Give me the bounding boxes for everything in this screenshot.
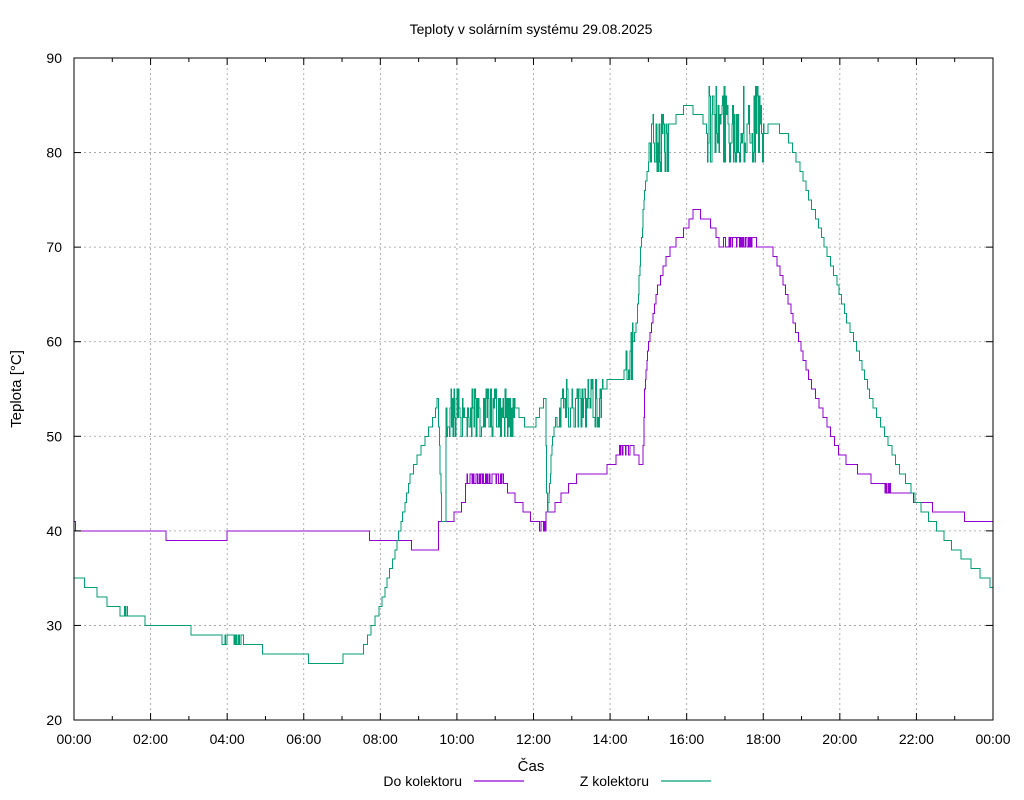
x-tick-label: 10:00 [439,731,474,747]
x-tick-label: 04:00 [210,731,245,747]
x-tick-label: 12:00 [516,731,551,747]
x-tick-label: 18:00 [746,731,781,747]
y-tick-label: 70 [46,239,62,255]
x-tick-label: 08:00 [363,731,398,747]
x-tick-label: 00:00 [56,731,91,747]
chart-title: Teploty v solárním systému 29.08.2025 [410,21,653,37]
y-tick-labels: 20 30 40 50 60 70 80 90 [46,50,62,728]
y-tick-label: 80 [46,145,62,161]
series-line-do-kolektoru [74,208,993,551]
x-tick-label: 02:00 [133,731,168,747]
y-tick-label: 60 [46,334,62,350]
y-tick-label: 40 [46,523,62,539]
axis-ticks [73,57,994,721]
legend: Do kolektoru Z kolektoru [383,773,711,789]
y-tick-label: 20 [46,712,62,728]
x-axis-label: Čas [518,758,545,775]
y-tick-label: 50 [46,428,62,444]
x-tick-label: 22:00 [899,731,934,747]
series-line-z-kolektoru [74,85,993,664]
legend-label-z-kolektoru: Z kolektoru [580,773,649,789]
x-tick-label: 06:00 [286,731,321,747]
x-tick-label: 14:00 [593,731,628,747]
grid [74,58,993,720]
series-lines [74,85,993,664]
y-axis-label: Teplota [°C] [8,350,25,428]
x-tick-label: 00:00 [975,731,1010,747]
x-tick-label: 20:00 [822,731,857,747]
y-tick-label: 90 [46,50,62,66]
x-tick-labels: 00:00 02:00 04:00 06:00 08:00 10:00 12:00 14:00… [56,731,1010,747]
legend-label-do-kolektoru: Do kolektoru [383,773,462,789]
y-tick-label: 30 [46,617,62,633]
x-tick-label: 16:00 [669,731,704,747]
